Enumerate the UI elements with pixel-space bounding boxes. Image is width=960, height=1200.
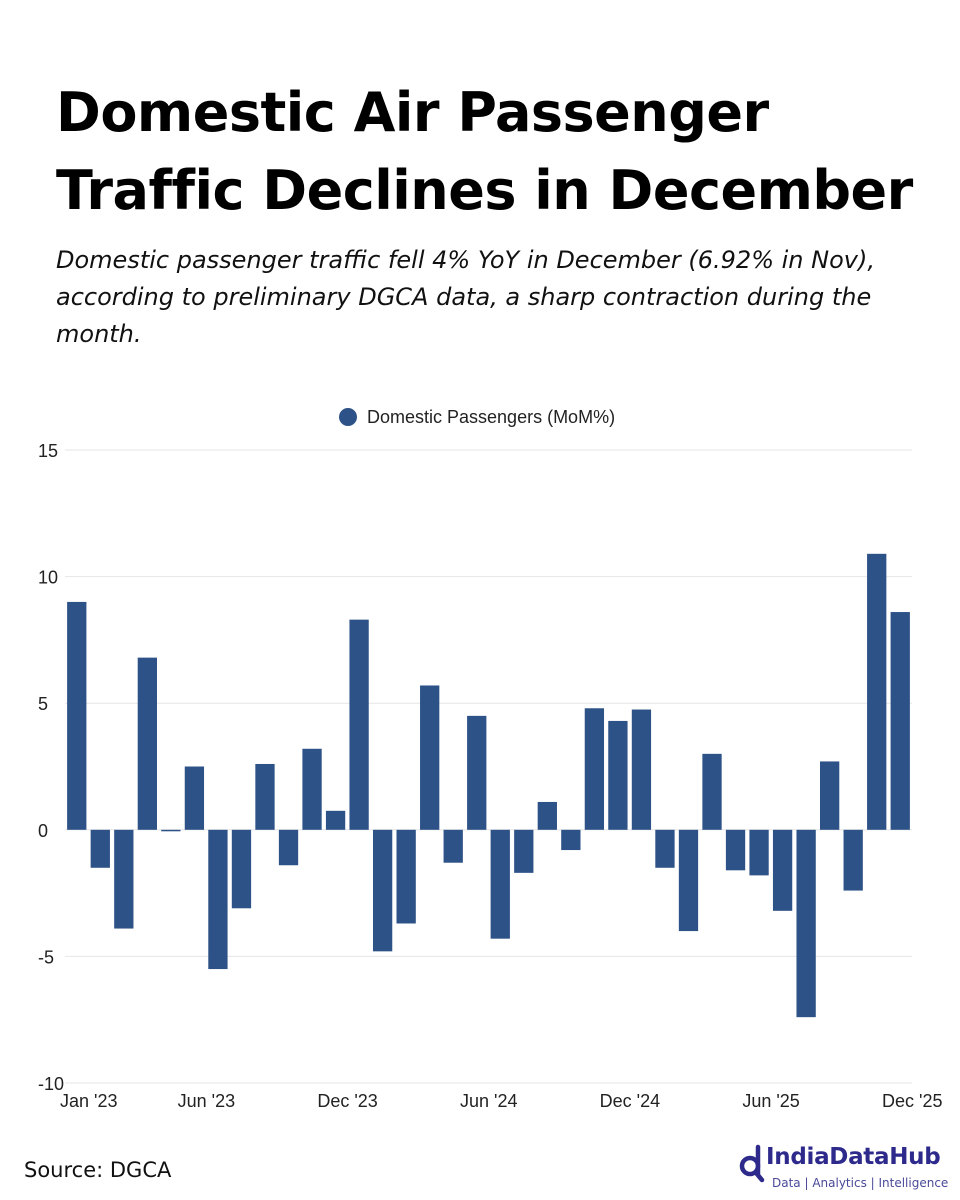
x-tick-label: Jun '25 — [742, 1091, 799, 1111]
bar — [843, 829, 863, 891]
bar — [278, 829, 299, 866]
bar — [231, 829, 252, 909]
bar — [749, 829, 769, 876]
bar — [372, 829, 393, 952]
bar — [702, 753, 722, 830]
bar — [467, 715, 487, 830]
bar — [725, 829, 746, 871]
x-tick-label: Jun '23 — [178, 1091, 235, 1111]
y-tick-label: 0 — [38, 821, 48, 841]
y-tick-label: -10 — [38, 1074, 64, 1094]
chart-subtitle: Domestic passenger traffic fell 4% YoY i… — [56, 246, 875, 348]
bar — [608, 720, 628, 830]
brand-logo: IndiaDataHub Data | Analytics | Intellig… — [738, 1140, 954, 1194]
bar — [137, 657, 157, 830]
legend-label: Domestic Passengers (MoM%) — [367, 407, 615, 427]
bar — [490, 829, 510, 939]
magnifier-d-logo-icon — [739, 1144, 765, 1183]
legend-marker — [339, 408, 357, 426]
bar — [255, 763, 275, 830]
bar — [349, 619, 369, 830]
x-tick-label: Dec '24 — [600, 1091, 660, 1111]
bar — [208, 829, 228, 970]
bar — [890, 612, 910, 830]
x-tick-label: Jan '23 — [60, 1091, 117, 1111]
x-tick-label: Jun '24 — [460, 1091, 517, 1111]
brand-name: IndiaDataHub — [766, 1144, 941, 1170]
x-tick-label: Dec '25 — [882, 1091, 942, 1111]
y-tick-label: 10 — [38, 568, 58, 588]
source-note: Source: DGCA — [24, 1158, 172, 1182]
bar — [867, 553, 887, 830]
bar — [820, 761, 840, 830]
bar — [772, 829, 793, 911]
bar — [631, 709, 652, 830]
bar — [302, 748, 322, 830]
bar — [443, 829, 463, 863]
bar — [537, 801, 557, 830]
y-tick-label: 15 — [38, 441, 58, 461]
bar — [561, 829, 581, 851]
bar — [655, 829, 675, 868]
bar — [420, 685, 440, 830]
x-tick-label: Dec '23 — [317, 1091, 377, 1111]
bar — [584, 708, 605, 830]
bar — [184, 766, 205, 830]
bar — [161, 829, 181, 832]
bar — [90, 829, 110, 868]
brand-tagline: Data | Analytics | Intelligence — [772, 1176, 949, 1190]
bar — [678, 829, 699, 932]
bar — [396, 829, 416, 924]
bar — [325, 810, 346, 830]
chart-title: Domestic Air Passenger Traffic Declines … — [56, 81, 913, 222]
y-tick-label: 5 — [38, 694, 48, 714]
bar — [114, 829, 134, 929]
bar — [796, 829, 816, 1018]
bar — [67, 601, 87, 830]
bar — [514, 829, 534, 873]
y-tick-label: -5 — [38, 947, 54, 967]
